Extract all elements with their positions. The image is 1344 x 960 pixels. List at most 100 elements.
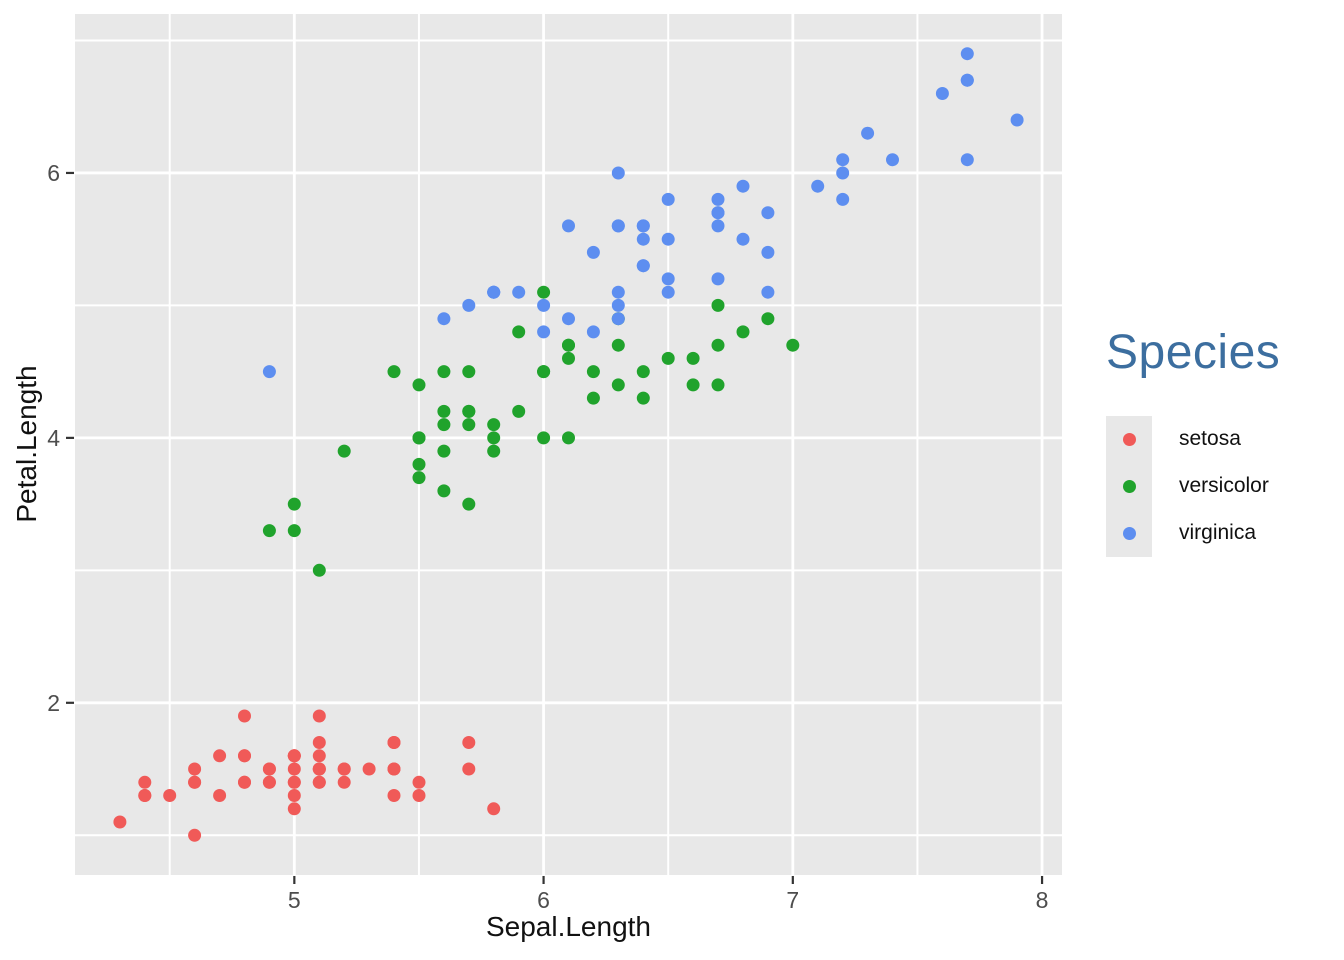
data-point-virginica — [661, 285, 675, 299]
data-point-versicolor — [437, 365, 451, 379]
data-point-setosa — [213, 789, 227, 802]
data-point-versicolor — [462, 404, 476, 418]
data-point-versicolor — [686, 378, 700, 392]
data-point-setosa — [188, 775, 202, 789]
data-point-setosa — [312, 775, 326, 789]
data-point-versicolor — [512, 325, 526, 339]
data-point-setosa — [462, 736, 476, 749]
data-point-versicolor — [462, 418, 476, 432]
data-point-setosa — [238, 775, 251, 789]
data-point-setosa — [487, 802, 501, 816]
plot-panel — [75, 14, 1062, 875]
y-tick-label: 4 — [47, 425, 60, 451]
data-point-virginica — [861, 126, 875, 140]
legend-key — [1106, 509, 1152, 557]
data-point-virginica — [960, 47, 974, 61]
data-point-virginica — [262, 365, 276, 379]
data-point-versicolor — [412, 471, 426, 485]
data-point-versicolor — [711, 298, 725, 312]
data-point-virginica — [537, 298, 551, 312]
data-point-versicolor — [287, 524, 301, 538]
data-point-versicolor — [786, 338, 800, 352]
data-point-versicolor — [437, 484, 451, 498]
data-point-virginica — [736, 179, 750, 193]
data-point-versicolor — [262, 524, 276, 538]
data-point-setosa — [412, 775, 426, 789]
data-point-setosa — [163, 789, 177, 802]
data-point-setosa — [262, 775, 276, 789]
data-point-virginica — [636, 219, 650, 233]
data-point-virginica — [586, 245, 600, 259]
legend-label: versicolor — [1179, 474, 1269, 498]
data-point-setosa — [287, 749, 301, 763]
legend-item-setosa: setosa — [1106, 415, 1280, 463]
data-point-versicolor — [562, 431, 575, 445]
data-point-setosa — [387, 789, 401, 802]
data-point-versicolor — [636, 391, 650, 405]
data-point-virginica — [611, 312, 625, 326]
x-tick-label: 5 — [288, 887, 301, 913]
data-point-virginica — [562, 312, 575, 326]
data-point-setosa — [287, 802, 301, 816]
data-point-versicolor — [337, 444, 351, 458]
data-point-versicolor — [312, 563, 326, 577]
data-point-versicolor — [487, 418, 501, 432]
data-point-virginica — [836, 192, 850, 206]
x-tick-label: 6 — [537, 887, 550, 913]
data-point-virginica — [661, 192, 675, 206]
data-point-virginica — [636, 259, 650, 273]
legend-items: setosa versicolor virginica — [1106, 415, 1280, 557]
legend-key — [1106, 462, 1152, 510]
data-point-virginica — [611, 166, 625, 180]
data-point-virginica — [960, 153, 974, 167]
data-point-virginica — [960, 73, 974, 87]
data-point-setosa — [262, 762, 276, 776]
legend-label: setosa — [1179, 427, 1241, 451]
data-point-virginica — [711, 206, 725, 220]
data-point-virginica — [836, 153, 850, 167]
legend-item-virginica: virginica — [1106, 509, 1280, 557]
data-point-virginica — [562, 219, 575, 233]
data-point-setosa — [387, 736, 401, 749]
data-point-virginica — [611, 298, 625, 312]
data-point-setosa — [138, 789, 152, 802]
legend-title: Species — [1106, 326, 1281, 379]
data-point-virginica — [711, 219, 725, 233]
data-point-versicolor — [686, 351, 700, 365]
data-point-virginica — [661, 272, 675, 286]
legend-key — [1106, 415, 1152, 463]
data-point-setosa — [238, 709, 251, 723]
data-point-virginica — [761, 245, 775, 259]
legend-item-versicolor: versicolor — [1106, 462, 1280, 510]
data-point-virginica — [537, 325, 551, 339]
data-point-setosa — [312, 736, 326, 749]
data-point-virginica — [661, 232, 675, 246]
data-point-versicolor — [487, 431, 501, 445]
data-point-versicolor — [611, 338, 625, 352]
data-point-setosa — [138, 775, 152, 789]
data-point-virginica — [462, 298, 476, 312]
data-point-setosa — [113, 815, 127, 829]
data-point-setosa — [188, 828, 202, 842]
data-point-virginica — [935, 87, 949, 100]
data-point-versicolor — [437, 404, 451, 418]
data-point-setosa — [412, 789, 426, 802]
data-point-virginica — [437, 312, 451, 326]
data-point-virginica — [761, 206, 775, 220]
data-point-versicolor — [462, 365, 476, 379]
data-point-versicolor — [487, 444, 501, 458]
data-point-virginica — [836, 166, 850, 180]
legend: Species setosa versicolor virginica — [1106, 324, 1280, 557]
data-point-virginica — [487, 285, 501, 299]
data-point-setosa — [213, 749, 227, 763]
data-point-versicolor — [562, 351, 575, 365]
data-point-setosa — [312, 709, 326, 723]
data-point-versicolor — [537, 431, 551, 445]
y-tick-label: 6 — [47, 160, 60, 186]
data-point-versicolor — [736, 325, 750, 339]
data-point-versicolor — [387, 365, 401, 379]
data-point-setosa — [362, 762, 376, 776]
data-point-virginica — [636, 232, 650, 246]
setosa-dot-icon — [1122, 432, 1136, 446]
